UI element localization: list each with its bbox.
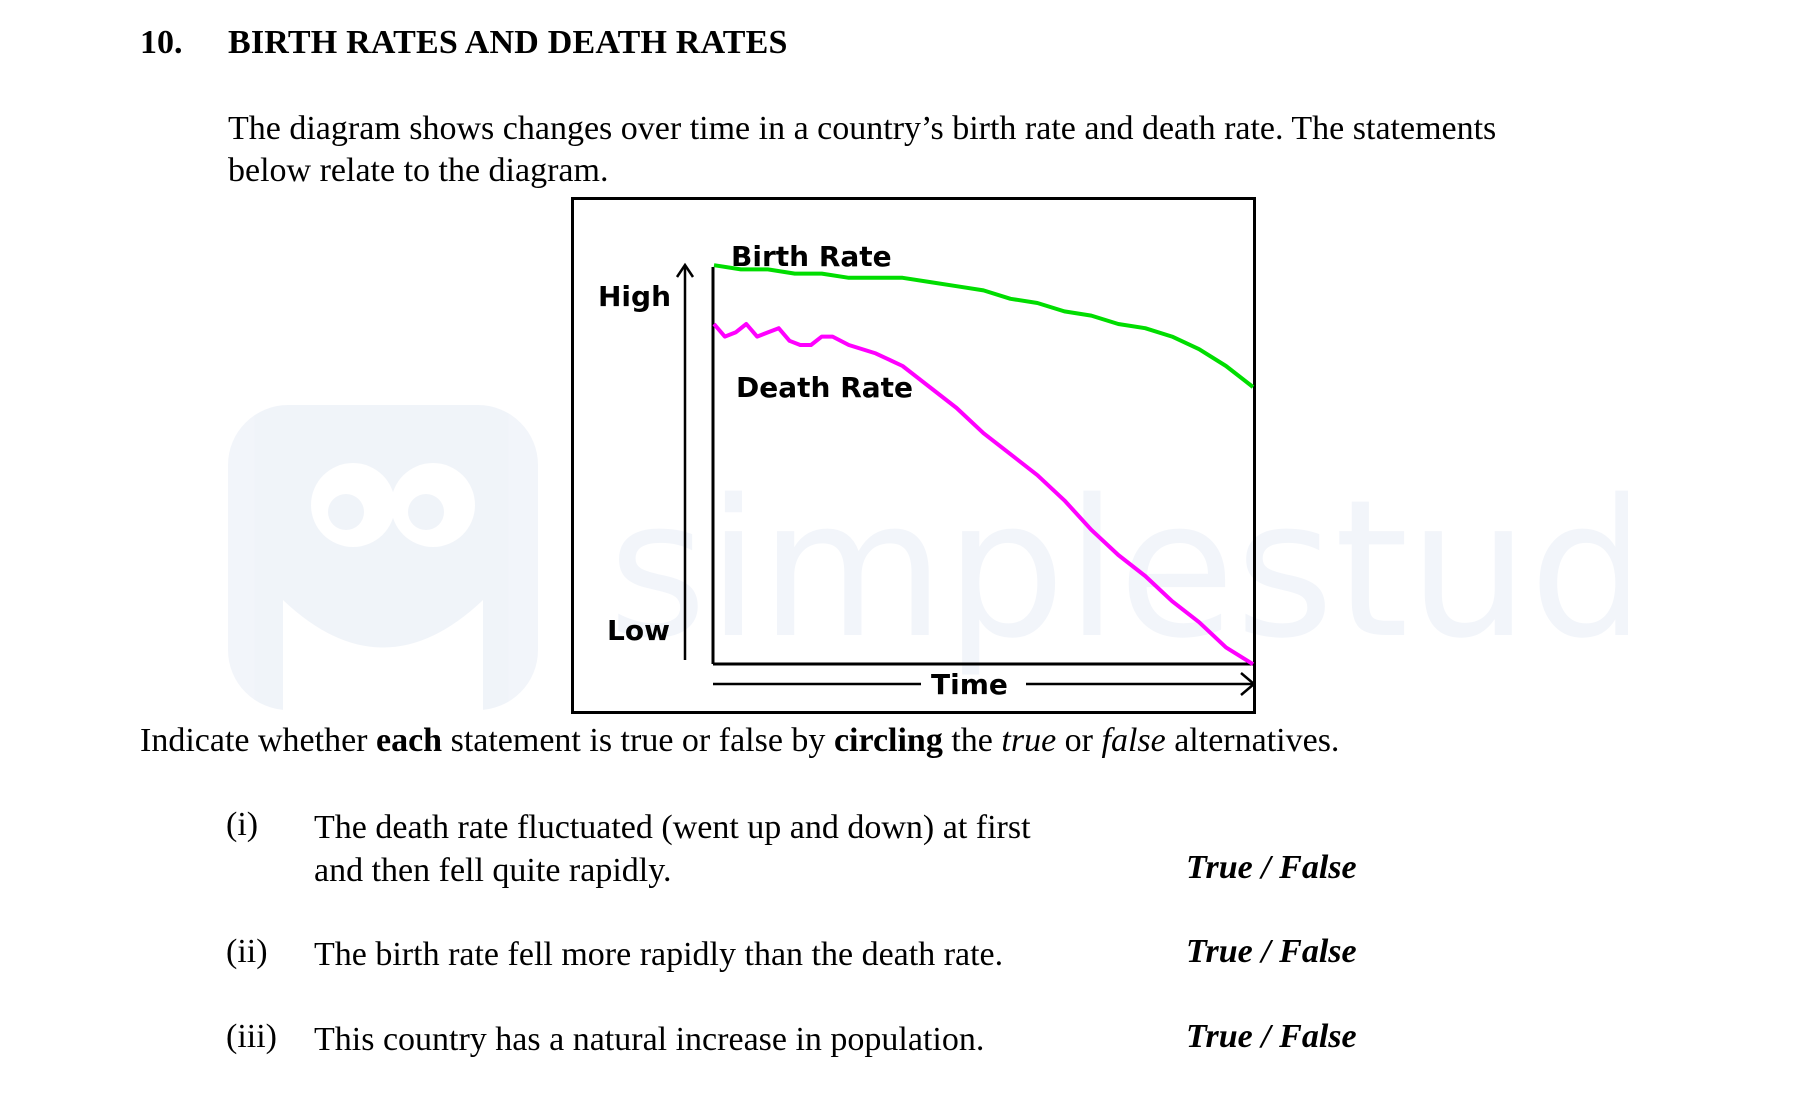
statement-1-answer[interactable]: True / False [1186, 849, 1357, 886]
statement-3-answer[interactable]: True / False [1186, 1018, 1357, 1055]
statement-2-number: (ii) [226, 933, 268, 970]
statement-2-text: The birth rate fell more rapidly than th… [314, 933, 1003, 976]
instruction-bold-each: each [376, 722, 443, 759]
instruction-part-2: statement is true or false by [442, 722, 834, 759]
statement-1-line-1: The death rate fluctuated (went up and d… [314, 809, 1031, 846]
watermark-logo-icon [228, 405, 538, 710]
statement-2-line-1: The birth rate fell more rapidly than th… [314, 936, 1004, 973]
series-label-death-rate: Death Rate [736, 371, 913, 404]
question-number: 10. [140, 24, 183, 61]
instruction-part-5: alternatives. [1165, 722, 1340, 759]
series-line-death-rate [712, 322, 1255, 666]
y-label-low: Low [607, 614, 670, 647]
instruction-part-4: or [1056, 722, 1102, 759]
rates-chart: High Low Time Birth Rate Death Rate [571, 197, 1256, 714]
instruction-italic-true: true [1001, 722, 1057, 759]
statement-1-number: (i) [226, 806, 259, 843]
instruction-part-1: Indicate whether [140, 722, 376, 759]
diagram-border [571, 197, 1256, 714]
instruction-bold-circling: circling [833, 722, 943, 759]
statement-1-line-2: and then fell quite rapidly. [314, 852, 672, 889]
series-line-birth-rate [713, 263, 1255, 389]
statement-3-text: This country has a natural increase in p… [314, 1018, 984, 1061]
instruction-italic-false: false [1101, 722, 1166, 759]
question-title: BIRTH RATES AND DEATH RATES [228, 24, 788, 61]
y-axis-arrowhead-icon [675, 262, 695, 278]
x-axis-label: Time [931, 668, 1008, 701]
intro-line-2: below relate to the diagram. [228, 152, 609, 189]
statement-3-number: (iii) [226, 1018, 277, 1055]
statement-1-text: The death rate fluctuated (went up and d… [314, 806, 1031, 892]
rates-diagram: High Low Time Birth Rate Death Rate [571, 197, 1256, 714]
series-layer [712, 263, 1255, 666]
y-label-high: High [598, 280, 671, 313]
statement-3-line-1: This country has a natural increase in p… [314, 1021, 985, 1058]
intro-paragraph: The diagram shows changes over time in a… [228, 108, 1648, 192]
x-axis-arrowhead-icon [1240, 672, 1256, 696]
instruction-text: Indicate whether each statement is true … [140, 722, 1339, 760]
instruction-part-3: the [942, 722, 1002, 759]
intro-line-1: The diagram shows changes over time in a… [228, 110, 1497, 147]
statement-2-answer[interactable]: True / False [1186, 933, 1357, 970]
